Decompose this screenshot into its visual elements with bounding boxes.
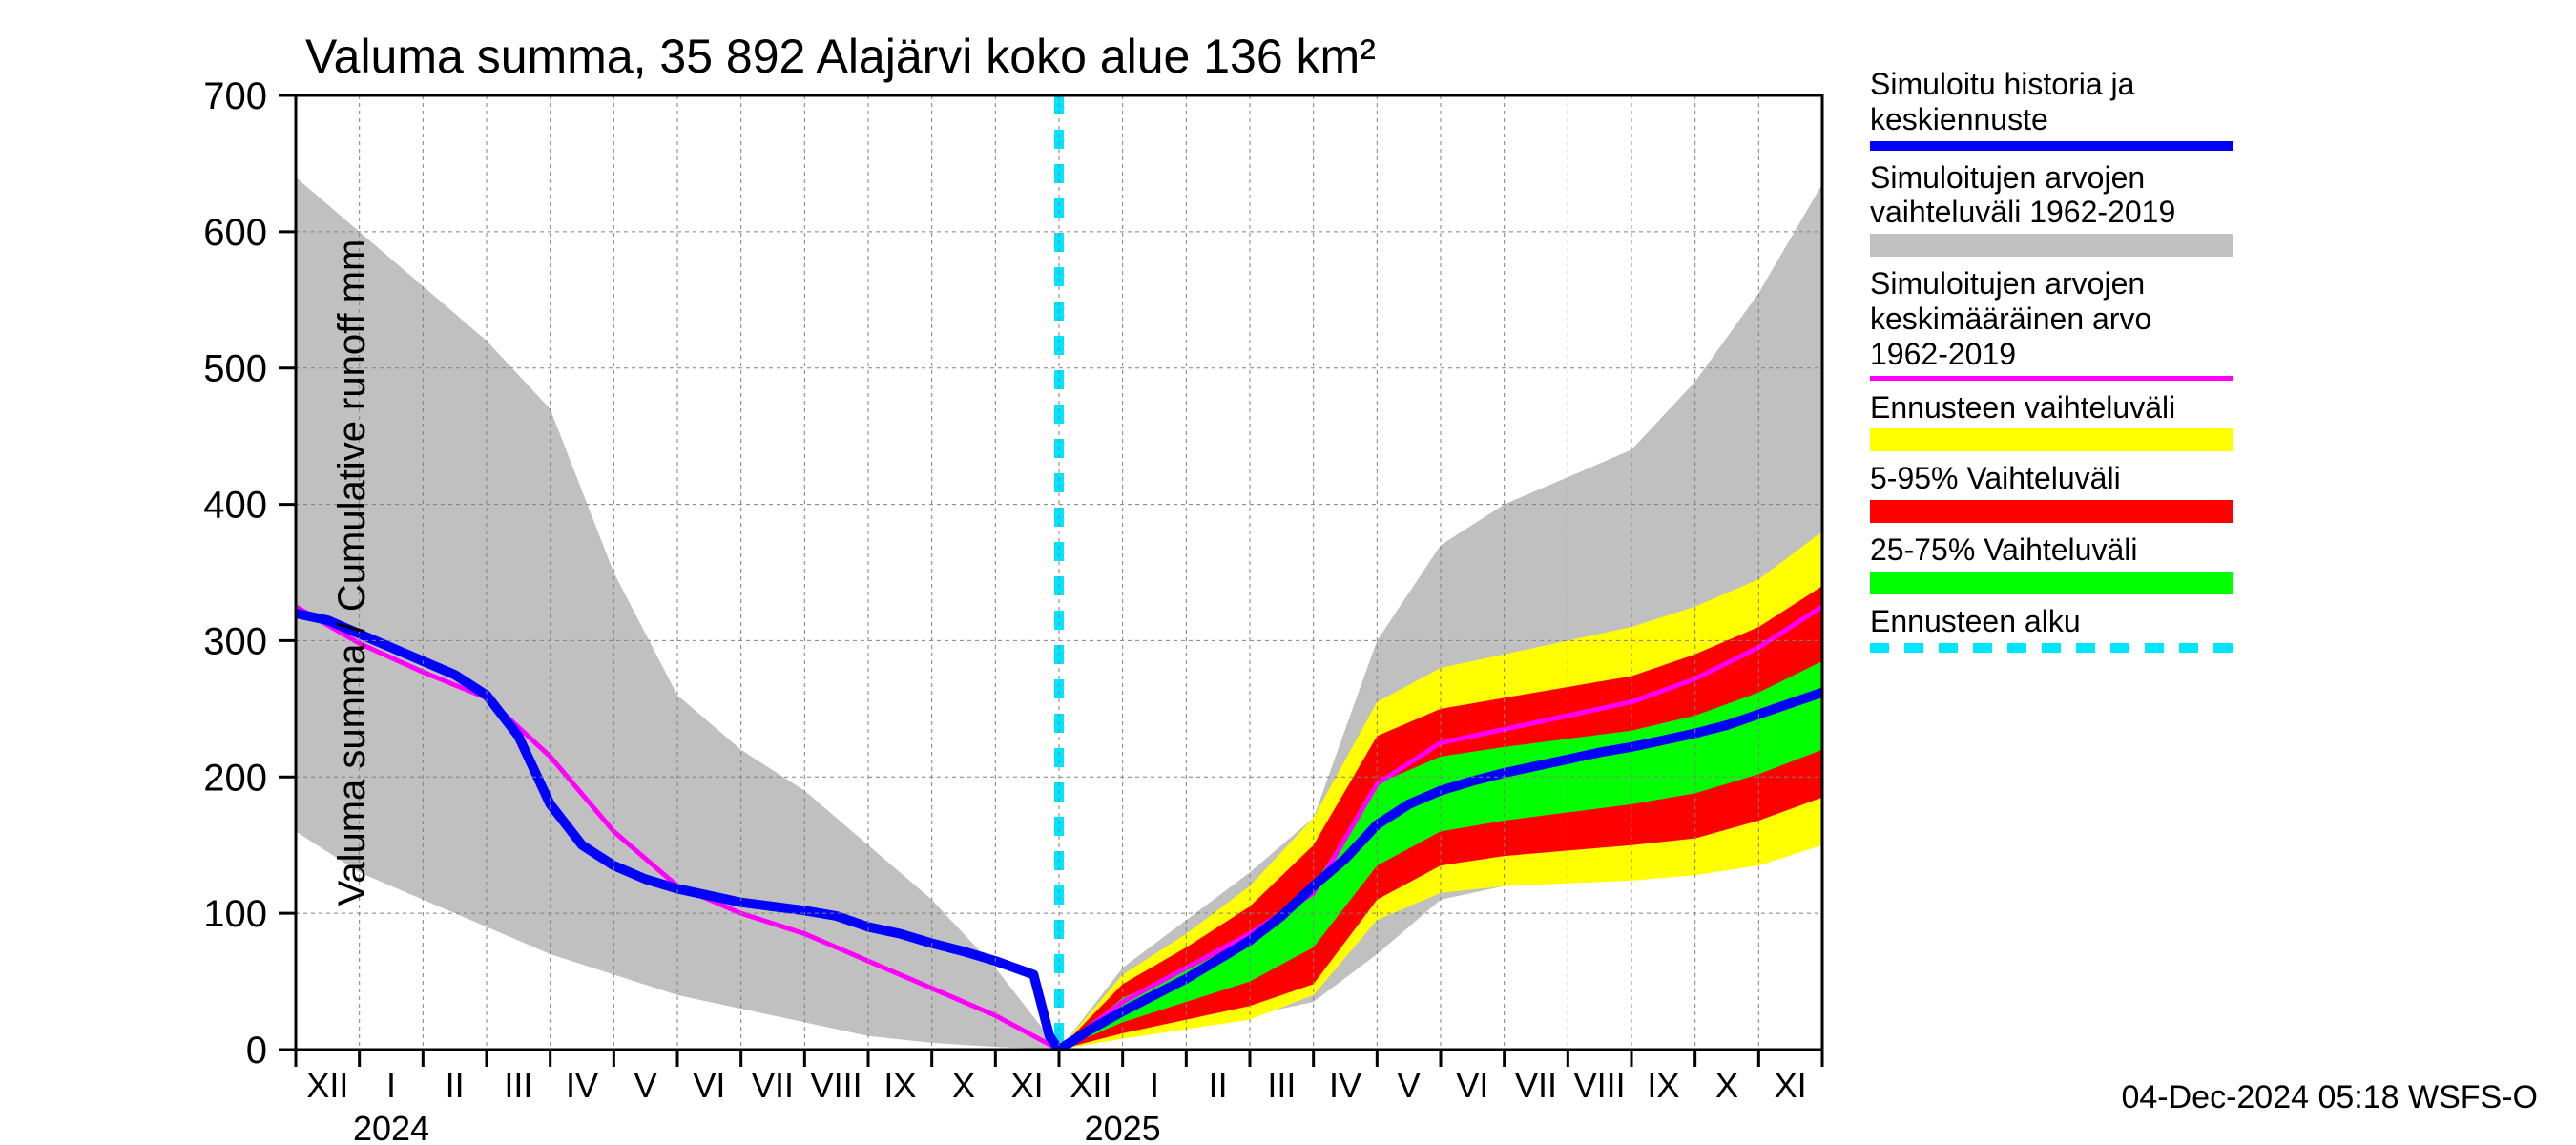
legend-swatch	[1870, 376, 2233, 381]
x-tick-label: III	[1267, 1066, 1296, 1105]
legend-swatch	[1870, 500, 2233, 523]
x-tick-label: IV	[566, 1066, 598, 1105]
x-tick-label: III	[504, 1066, 532, 1105]
x-tick-label: XI	[1775, 1066, 1807, 1105]
legend-label: 25-75% Vaihteluväli	[1870, 532, 2233, 568]
x-tick-label: IX	[883, 1066, 916, 1105]
x-tick-label: VI	[693, 1066, 725, 1105]
x-tick-label: II	[1209, 1066, 1228, 1105]
x-tick-label: VI	[1456, 1066, 1488, 1105]
y-tick-label: 300	[203, 620, 267, 662]
legend-item: Ennusteen alku	[1870, 604, 2233, 653]
legend-item: 5-95% Vaihteluväli	[1870, 461, 2233, 523]
y-tick-label: 100	[203, 893, 267, 935]
x-tick-label: XII	[306, 1066, 348, 1105]
x-tick-label: I	[386, 1066, 396, 1105]
x-tick-label: VIII	[811, 1066, 862, 1105]
y-tick-label: 700	[203, 75, 267, 117]
legend-item: Simuloitu historia ja keskiennuste	[1870, 67, 2233, 151]
legend-label: Simuloitujen arvojen keskimääräinen arvo…	[1870, 266, 2233, 371]
chart-container: Valuma summa, 35 892 Alajärvi koko alue …	[0, 0, 2576, 1145]
chart-title: Valuma summa, 35 892 Alajärvi koko alue …	[305, 29, 1376, 84]
x-tick-label: VII	[752, 1066, 794, 1105]
legend: Simuloitu historia ja keskiennuste Simulo…	[1870, 67, 2233, 662]
legend-swatch	[1870, 572, 2233, 594]
x-tick-label: XII	[1070, 1066, 1111, 1105]
x-tick-label: IX	[1647, 1066, 1679, 1105]
legend-label: Simuloitu historia ja keskiennuste	[1870, 67, 2233, 137]
x-tick-label: V	[634, 1066, 657, 1105]
x-tick-label: X	[1715, 1066, 1738, 1105]
legend-swatch	[1870, 643, 2233, 653]
x-year-label: 2025	[1085, 1109, 1161, 1145]
legend-swatch	[1870, 234, 2233, 257]
legend-label: 5-95% Vaihteluväli	[1870, 461, 2233, 496]
chart-footer: 04-Dec-2024 05:18 WSFS-O	[2121, 1079, 2538, 1116]
legend-item: Simuloitujen arvojen vaihteluväli 1962-2…	[1870, 160, 2233, 258]
legend-label: Ennusteen vaihteluväli	[1870, 390, 2233, 426]
x-tick-label: VII	[1515, 1066, 1557, 1105]
x-tick-label: VIII	[1574, 1066, 1626, 1105]
legend-item: 25-75% Vaihteluväli	[1870, 532, 2233, 594]
x-tick-label: V	[1398, 1066, 1421, 1105]
y-axis-label: Valuma summa / Cumulative runoff mm	[331, 239, 374, 906]
x-year-label: 2024	[353, 1109, 429, 1145]
y-tick-label: 0	[246, 1030, 267, 1072]
legend-item: Simuloitujen arvojen keskimääräinen arvo…	[1870, 266, 2233, 380]
y-tick-label: 400	[203, 485, 267, 527]
legend-swatch	[1870, 141, 2233, 151]
x-tick-label: II	[446, 1066, 465, 1105]
legend-label: Simuloitujen arvojen vaihteluväli 1962-2…	[1870, 160, 2233, 231]
y-tick-label: 500	[203, 348, 267, 390]
legend-item: Ennusteen vaihteluväli	[1870, 390, 2233, 452]
x-tick-label: XI	[1011, 1066, 1044, 1105]
legend-swatch	[1870, 428, 2233, 451]
y-tick-label: 200	[203, 757, 267, 799]
legend-label: Ennusteen alku	[1870, 604, 2233, 639]
y-tick-label: 600	[203, 212, 267, 254]
x-tick-label: IV	[1329, 1066, 1361, 1105]
x-tick-label: X	[952, 1066, 975, 1105]
x-tick-label: I	[1150, 1066, 1159, 1105]
